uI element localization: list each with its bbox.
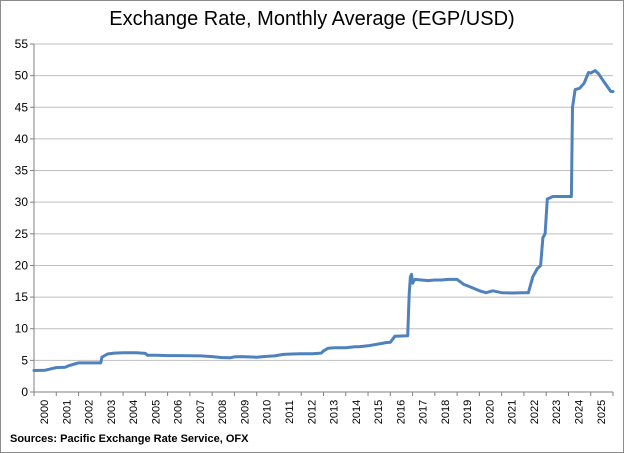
x-tick-label: 2011 <box>284 400 296 424</box>
x-tick-label: 2014 <box>351 400 363 424</box>
x-tick-label: 2002 <box>84 400 96 424</box>
y-tick-label: 20 <box>15 258 29 272</box>
series-group <box>32 69 615 372</box>
x-tick-label: 2000 <box>39 400 51 424</box>
x-tick-label: 2024 <box>574 400 586 424</box>
x-tick-label: 2001 <box>61 400 73 424</box>
x-axis-ticks: 2000 2001 2002 2003 2004 2005 2006 2007 2008 2009… <box>33 392 614 424</box>
x-tick-label: 2020 <box>484 400 496 424</box>
x-tick-label: 2012 <box>306 400 318 424</box>
x-tick-label: 2025 <box>596 400 608 424</box>
chart-title: Exchange Rate, Monthly Average (EGP/USD) <box>109 8 515 30</box>
x-tick-label: 2021 <box>507 400 519 424</box>
x-tick-label: 2022 <box>529 400 541 424</box>
x-tick-label: 2016 <box>395 400 407 424</box>
y-tick-label: 35 <box>15 164 29 178</box>
x-tick-label: 2017 <box>418 400 430 424</box>
source-note: Sources: Pacific Exchange Rate Service, … <box>10 433 249 445</box>
series-line <box>32 69 615 372</box>
y-axis-ticks: 0 5 10 15 20 25 30 35 40 45 50 55 <box>15 37 34 399</box>
y-tick-label: 10 <box>15 322 29 336</box>
y-tick-label: 30 <box>15 195 29 209</box>
x-tick-label: 2005 <box>150 400 162 424</box>
y-tick-label: 25 <box>15 227 29 241</box>
x-tick-label: 2009 <box>239 400 251 424</box>
x-tick-label: 2004 <box>128 400 140 424</box>
x-tick-label: 2018 <box>440 400 452 424</box>
y-tick-label: 40 <box>15 132 29 146</box>
x-tick-label: 2006 <box>173 400 185 424</box>
y-tick-label: 0 <box>21 385 28 399</box>
y-tick-label: 45 <box>15 100 29 114</box>
y-tick-label: 5 <box>21 353 28 367</box>
x-tick-label: 2015 <box>373 400 385 424</box>
x-tick-label: 2023 <box>551 400 563 424</box>
x-tick-label: 2008 <box>217 400 229 424</box>
gridlines <box>34 43 613 361</box>
y-tick-label: 50 <box>15 69 29 83</box>
x-tick-label: 2013 <box>329 400 341 424</box>
x-tick-label: 2003 <box>106 400 118 424</box>
x-tick-label: 2007 <box>195 400 207 424</box>
y-tick-label: 55 <box>15 37 29 51</box>
axes <box>33 44 613 393</box>
x-tick-label: 2010 <box>262 400 274 424</box>
y-tick-label: 15 <box>15 290 29 304</box>
x-tick-label: 2019 <box>462 400 474 424</box>
